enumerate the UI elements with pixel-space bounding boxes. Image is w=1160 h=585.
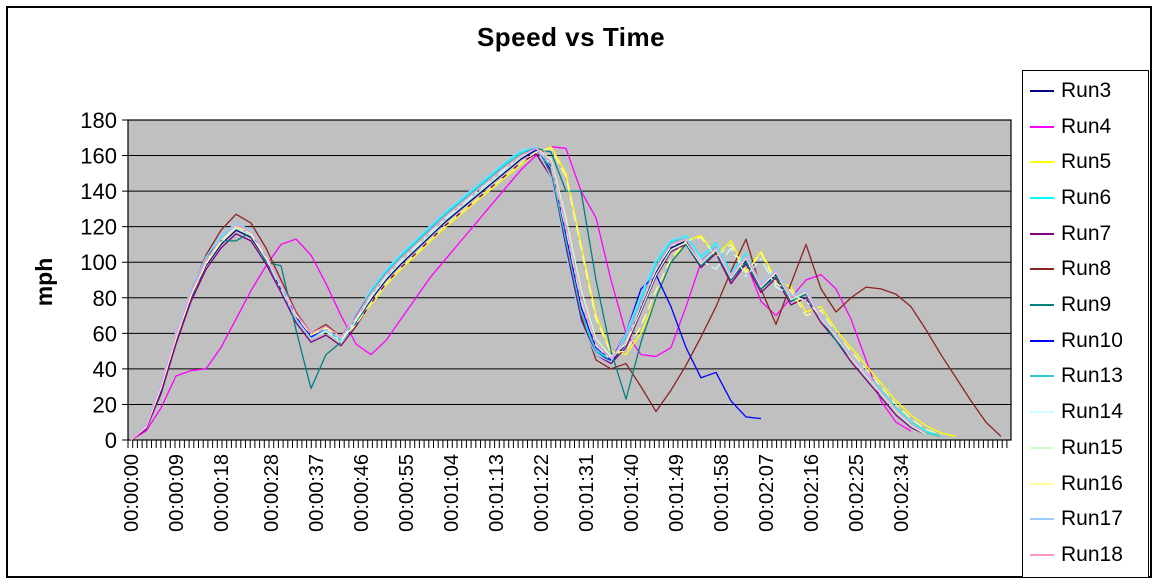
- y-axis-tick-label: 40: [93, 357, 117, 382]
- plot-area: [128, 120, 1011, 440]
- y-axis-tick-label: 20: [93, 392, 117, 417]
- legend-item-run18[interactable]: Run18: [1023, 543, 1148, 567]
- legend-item-run6[interactable]: Run6: [1023, 186, 1148, 210]
- legend-swatch-icon: [1030, 196, 1054, 199]
- y-axis-tick-label: 0: [105, 428, 117, 453]
- legend-swatch-icon: [1030, 339, 1054, 342]
- legend-swatch-icon: [1030, 89, 1054, 92]
- y-axis-tick-label: 80: [93, 286, 117, 311]
- legend-label: Run5: [1061, 150, 1112, 174]
- legend-swatch-icon: [1030, 446, 1054, 449]
- legend-item-run17[interactable]: Run17: [1023, 507, 1148, 531]
- legend-item-run10[interactable]: Run10: [1023, 329, 1148, 353]
- legend-swatch-icon: [1030, 553, 1054, 556]
- x-axis-tick-label: 00:01:31: [576, 454, 598, 532]
- y-axis-tick-label: 120: [80, 215, 117, 240]
- series-line-run16[interactable]: [130, 147, 942, 441]
- plot-border: [127, 119, 1012, 441]
- legend-item-run13[interactable]: Run13: [1023, 364, 1148, 388]
- x-axis-tick-label: 00:01:58: [711, 454, 733, 532]
- legend-swatch-icon: [1030, 232, 1054, 235]
- legend-item-run3[interactable]: Run3: [1023, 79, 1148, 103]
- legend-label: Run14: [1061, 400, 1123, 424]
- series-line-run8[interactable]: [130, 147, 1002, 441]
- series-line-run18[interactable]: [130, 147, 927, 441]
- x-axis-tick-label: 00:01:04: [441, 454, 463, 532]
- legend-label: Run9: [1061, 293, 1112, 317]
- y-axis-tick-label: 140: [80, 179, 117, 204]
- y-axis-tick-label: 100: [80, 250, 117, 275]
- legend-item-run7[interactable]: Run7: [1023, 222, 1148, 246]
- legend-label: Run7: [1061, 221, 1112, 245]
- legend-item-run8[interactable]: Run8: [1023, 257, 1148, 281]
- legend-swatch-icon: [1030, 411, 1054, 414]
- y-axis-tick-label: 60: [93, 321, 117, 346]
- legend-label: Run3: [1061, 78, 1112, 102]
- legend-label: Run13: [1061, 364, 1123, 388]
- legend-label: Run16: [1061, 471, 1123, 495]
- legend-label: Run18: [1061, 542, 1123, 566]
- legend-swatch-icon: [1030, 268, 1054, 271]
- legend-label: Run8: [1061, 257, 1112, 281]
- legend: Run3 Run4 Run5 Run6 Run7 Run8 Run9 Run10 Run13 Ru…: [1022, 70, 1149, 578]
- x-axis-tick-label: 00:00:55: [396, 454, 418, 532]
- legend-swatch-icon: [1030, 518, 1054, 521]
- legend-swatch-icon: [1030, 482, 1054, 485]
- x-axis-tick-label: 00:00:37: [306, 454, 328, 532]
- chart-title: Speed vs Time: [476, 22, 666, 52]
- legend-label: Run17: [1061, 507, 1123, 531]
- x-axis-tick-label: 00:00:00: [121, 454, 143, 532]
- legend-label: Run15: [1061, 435, 1123, 459]
- x-axis-tick-label: 00:00:28: [261, 454, 283, 532]
- legend-swatch-icon: [1030, 375, 1054, 378]
- x-axis-tick-label: 00:00:09: [166, 454, 188, 532]
- legend-label: Run10: [1061, 328, 1123, 352]
- y-axis-tick-label: 180: [80, 108, 117, 133]
- x-axis-tick-label: 00:00:18: [211, 454, 233, 532]
- legend-swatch-icon: [1030, 161, 1054, 164]
- x-axis-tick-label: 00:02:07: [756, 454, 778, 532]
- x-axis-tick-label: 00:00:46: [351, 454, 373, 532]
- x-axis-tick-label: 00:01:13: [486, 454, 508, 532]
- legend-label: Run6: [1061, 185, 1112, 209]
- series-line-run7[interactable]: [130, 153, 927, 441]
- legend-item-run14[interactable]: Run14: [1023, 400, 1148, 424]
- x-axis-tick-label: 00:02:25: [846, 454, 868, 532]
- legend-item-run4[interactable]: Run4: [1023, 115, 1148, 139]
- x-axis-tick-label: 00:01:22: [531, 454, 553, 532]
- x-axis-tick-label: 00:02:16: [801, 454, 823, 532]
- x-axis-tick-label: 00:02:34: [891, 454, 913, 532]
- x-axis-tick-label: 00:01:49: [666, 454, 688, 532]
- y-axis-title: mph: [31, 257, 57, 307]
- legend-swatch-icon: [1030, 125, 1054, 128]
- legend-swatch-icon: [1030, 304, 1054, 307]
- legend-item-run9[interactable]: Run9: [1023, 293, 1148, 317]
- y-axis-tick-label: 160: [80, 144, 117, 169]
- series-line-run15[interactable]: [130, 147, 927, 441]
- legend-label: Run4: [1061, 114, 1112, 138]
- legend-item-run15[interactable]: Run15: [1023, 436, 1148, 460]
- legend-item-run5[interactable]: Run5: [1023, 150, 1148, 174]
- x-axis-tick-label: 00:01:40: [621, 454, 643, 532]
- legend-item-run16[interactable]: Run16: [1023, 472, 1148, 496]
